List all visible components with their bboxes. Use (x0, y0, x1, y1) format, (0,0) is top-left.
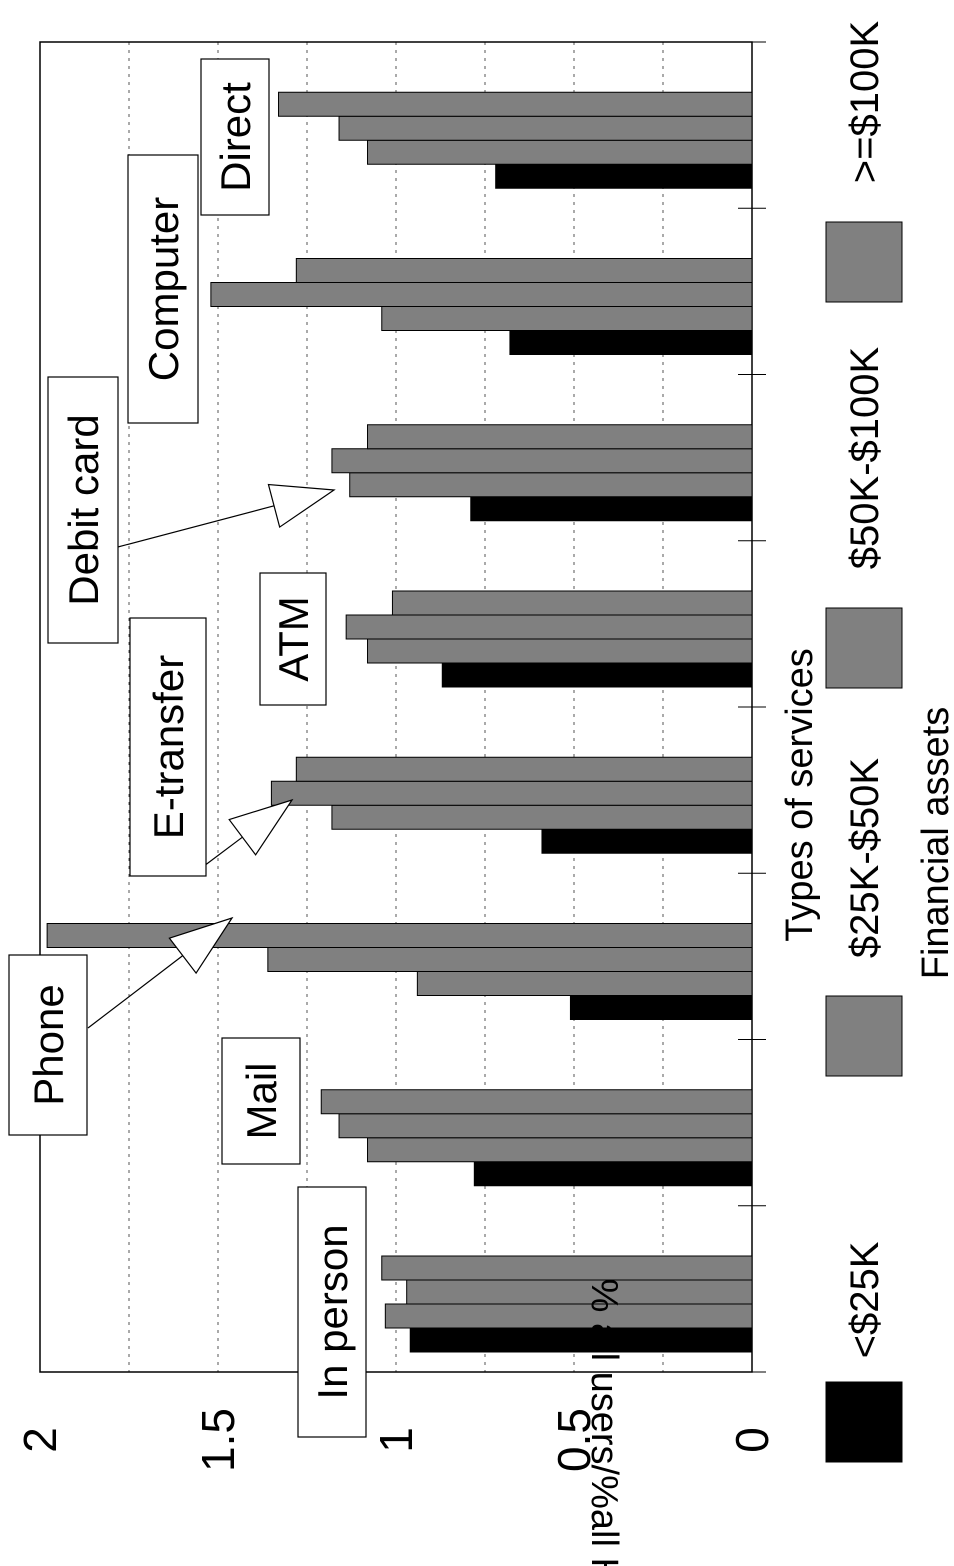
bar (441, 662, 753, 688)
bar (331, 804, 753, 830)
category-label-text: Computer (140, 197, 187, 381)
category-label: Debit card (47, 376, 119, 644)
y-tick-labels: 0 0.5 1 1.5 2 (14, 1408, 778, 1472)
gridlines (128, 42, 664, 1372)
callout-arrow (203, 798, 294, 867)
bar (406, 1279, 753, 1305)
legend: <$25K $25K-$50K $50K-$100K >=$100K (825, 20, 903, 1463)
legend-label: >=$100K (843, 20, 887, 183)
bar (338, 115, 753, 141)
bar (278, 91, 753, 117)
bar (384, 1303, 753, 1329)
category-label: In person (297, 1186, 367, 1438)
bar (338, 1113, 753, 1139)
bar (46, 923, 753, 948)
legend-swatch (825, 607, 903, 689)
bar (367, 424, 753, 450)
bar (381, 1255, 753, 1281)
category-label-text: In person (309, 1224, 356, 1399)
category-label-text: E-transfer (145, 655, 192, 839)
legend-swatch (825, 221, 903, 303)
y-tick-label: 2 (14, 1427, 66, 1453)
bar (470, 496, 753, 522)
category-label: Direct (200, 58, 270, 216)
bar (541, 828, 753, 854)
legend-swatch (825, 995, 903, 1077)
legend-swatch (825, 1381, 903, 1463)
bar (320, 1089, 753, 1115)
y-tick-label: 1 (370, 1427, 422, 1453)
bar (267, 947, 753, 972)
bar (367, 139, 753, 165)
legend-label: $50K-$100K (843, 346, 887, 569)
legend-label: <$25K (843, 1241, 887, 1358)
bar (391, 590, 753, 616)
axis-ticks (738, 41, 766, 1373)
category-label: Mail (221, 1037, 301, 1165)
category-label: ATM (259, 572, 327, 706)
bar (270, 780, 753, 806)
bar (345, 614, 753, 640)
category-label-text: Debit card (60, 414, 107, 605)
category-label: Phone (8, 954, 88, 1136)
bar (416, 971, 753, 996)
legend-item: <$25K (825, 1241, 903, 1463)
bar (495, 163, 753, 189)
legend-label: $25K-$50K (843, 758, 887, 958)
category-labels: In person Mail Phone E-transfer ATM Debit car… (8, 58, 367, 1438)
bars (46, 91, 753, 1353)
category-label: Computer (127, 154, 199, 424)
category-label-text: Direct (212, 82, 259, 192)
legend-title: Financial assets (915, 707, 954, 979)
bar (331, 448, 753, 474)
y-tick-label: 1.5 (192, 1408, 244, 1472)
bar (210, 282, 753, 307)
bar (295, 756, 753, 782)
y-axis-label: % all users/%all HHs (583, 1279, 625, 1566)
legend-item: >=$100K (825, 20, 903, 303)
y-tick-label: 0 (726, 1427, 778, 1453)
bar (409, 1327, 753, 1353)
category-label-text: Mail (238, 1062, 285, 1139)
bar (367, 1137, 753, 1163)
category-label-text: Phone (25, 984, 72, 1105)
category-label: E-transfer (129, 617, 207, 877)
x-axis-label: Types of services (779, 648, 821, 942)
y-tick-label: 0.5 (548, 1408, 600, 1472)
bar (349, 472, 753, 498)
callout-arrow (87, 916, 234, 1029)
category-label-text: ATM (270, 596, 317, 682)
bar (473, 1161, 753, 1187)
legend-item: $25K-$50K (825, 758, 903, 1077)
callout-arrow (113, 483, 336, 549)
callout-arrows (87, 483, 336, 1029)
bar (367, 638, 753, 664)
bar (381, 306, 753, 331)
bar (295, 258, 753, 283)
legend-item: $50K-$100K (825, 346, 903, 689)
bar (509, 330, 753, 355)
bar (569, 995, 753, 1020)
